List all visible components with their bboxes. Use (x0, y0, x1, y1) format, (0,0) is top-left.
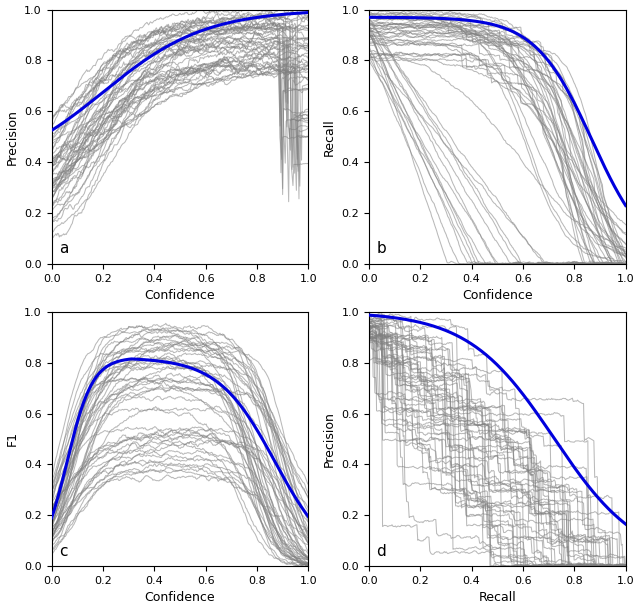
X-axis label: Confidence: Confidence (145, 289, 215, 302)
Y-axis label: Recall: Recall (323, 118, 336, 156)
X-axis label: Confidence: Confidence (462, 289, 532, 302)
Text: d: d (376, 544, 387, 559)
Text: b: b (376, 242, 387, 256)
Y-axis label: Precision: Precision (6, 109, 19, 165)
X-axis label: Confidence: Confidence (145, 592, 215, 605)
Y-axis label: Precision: Precision (323, 411, 336, 467)
Text: a: a (60, 242, 68, 256)
Y-axis label: F1: F1 (6, 431, 19, 447)
X-axis label: Recall: Recall (478, 592, 516, 605)
Text: c: c (60, 544, 68, 559)
